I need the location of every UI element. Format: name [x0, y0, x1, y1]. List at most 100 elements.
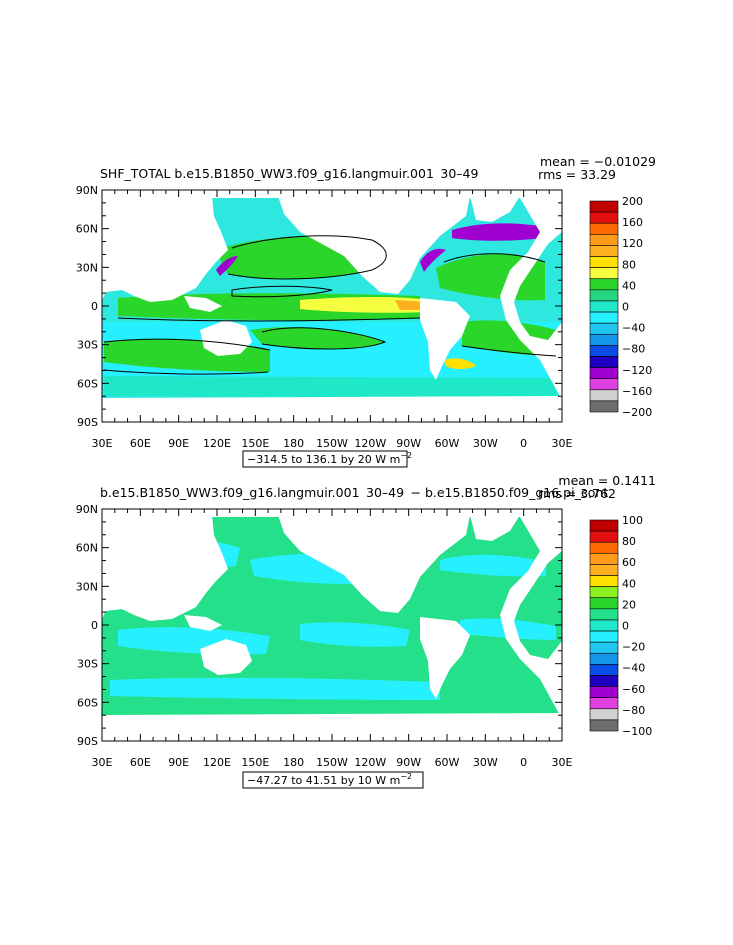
colorbar-swatch [589, 400, 619, 413]
agulhas-yellow [444, 358, 476, 369]
contours [103, 235, 557, 375]
colorbar-label: 60 [622, 556, 636, 569]
y-tick-label: 60N [76, 223, 98, 236]
panel2-map [102, 509, 562, 741]
panel2-mean: mean = 0.1411 [558, 473, 656, 488]
high-lat-south [104, 376, 556, 398]
panel1-map [102, 190, 562, 422]
x-tick-label: 30W [473, 437, 498, 450]
cyan-patch [300, 622, 410, 647]
colorbar-label: 200 [622, 195, 643, 208]
colorbar-swatch [589, 322, 619, 335]
colorbar-label: 120 [622, 237, 643, 250]
x-tick-label: 150W [316, 756, 348, 769]
x-tick-label: 30W [473, 756, 498, 769]
contour-line [231, 285, 333, 298]
colorbar-swatch [589, 652, 619, 665]
colorbar-label: 40 [622, 577, 636, 590]
panel1-colorbar: 200 160 120 80 40 0 −40 −80 −120 −160 −200 [589, 195, 652, 419]
y-tick-label: 0 [91, 619, 98, 632]
colorbar-label: −100 [622, 725, 652, 738]
colorbar-label: 100 [622, 514, 643, 527]
panel1-rms: rms = 33.29 [538, 167, 616, 182]
panel1-range-box [242, 450, 408, 468]
x-tick-label: 60W [435, 756, 460, 769]
colorbar-label: 80 [622, 258, 636, 271]
contour-line [261, 327, 387, 350]
colorbar-swatch [589, 256, 619, 268]
x-tick-label: 0 [520, 756, 527, 769]
colorbar-label: −200 [622, 406, 652, 419]
colorbar-swatch [589, 686, 619, 698]
colorbar-swatch [589, 222, 619, 235]
x-tick-label: 180 [283, 437, 304, 450]
land-australia [200, 320, 252, 356]
colorbar-swatch [589, 200, 619, 213]
panel2-title: b.e15.B1850_WW3.f09_g16.langmuir.001 30–… [100, 485, 608, 500]
colorbar-swatch [589, 541, 619, 554]
land-australia [200, 639, 252, 675]
x-tick-label: 90E [168, 756, 189, 769]
colorbar-swatch [589, 719, 619, 732]
colorbar-swatch [589, 356, 619, 368]
panel1-range-text: −314.5 to 136.1 by 20 W m−2 [247, 451, 412, 466]
y-tick-label: 0 [91, 300, 98, 313]
x-tick-label: 90W [396, 756, 421, 769]
kuroshio-purple [216, 256, 238, 276]
panel-difference: b.e15.B1850_WW3.f09_g16.langmuir.001 30–… [76, 473, 656, 789]
colorbar-label: −80 [622, 704, 645, 717]
colorbar-swatch [589, 708, 619, 721]
y-tick-label: 90N [76, 184, 98, 197]
colorbar-swatch [589, 575, 619, 587]
colorbar-swatch [589, 300, 619, 313]
colorbar-label: 80 [622, 535, 636, 548]
panel1-ticks [101, 189, 563, 423]
cyan-patch [110, 677, 440, 700]
y-tick-label: 30S [77, 658, 98, 671]
x-tick-label: 60W [435, 437, 460, 450]
contour-line [443, 253, 546, 263]
colorbar-label: −40 [622, 322, 645, 335]
colorbar-swatch [589, 378, 619, 391]
colorbar-swatch [589, 333, 619, 346]
panel1-y-tick-labels: 90N 60N 30N 0 30S 60S 90S [76, 184, 98, 429]
panel2-colorbar: 100 80 60 40 20 0 −20 −40 −60 −80 −100 [589, 514, 652, 738]
contour-line [103, 369, 269, 375]
colorbar-label: −60 [622, 683, 645, 696]
y-tick-label: 30N [76, 261, 98, 274]
land-eurasia-africa [102, 515, 228, 621]
colorbar-swatch [589, 597, 619, 610]
colorbar-swatch [589, 619, 619, 632]
colorbar-swatch [589, 586, 619, 599]
x-tick-label: 150E [241, 437, 269, 450]
colorbar-swatch [589, 564, 619, 576]
contour-line [103, 338, 271, 351]
contour-line [227, 235, 387, 280]
colorbar-swatch [589, 641, 619, 654]
colorbar-swatch [589, 519, 619, 532]
colorbar-label: −80 [622, 343, 645, 356]
x-tick-label: 150E [241, 756, 269, 769]
colorbar-label: −120 [622, 364, 652, 377]
land-north-america [278, 515, 470, 613]
y-tick-label: 90S [77, 416, 98, 429]
colorbar-swatch [589, 245, 619, 257]
land-north-america [278, 196, 470, 294]
land-indonesia [184, 296, 222, 312]
land-europe [500, 517, 562, 719]
x-tick-label: 120E [203, 437, 231, 450]
x-tick-label: 60E [130, 756, 151, 769]
x-tick-label: 150W [316, 437, 348, 450]
panel2-range-text: −47.27 to 41.51 by 10 W m−2 [247, 772, 412, 787]
y-tick-label: 60N [76, 542, 98, 555]
colorbar-swatch [589, 697, 619, 710]
y-tick-label: 60S [77, 377, 98, 390]
land-south-america [420, 617, 470, 699]
colorbar-swatch [589, 211, 619, 224]
panel1-mean: mean = −0.01029 [540, 154, 656, 169]
y-tick-label: 90N [76, 503, 98, 516]
x-tick-label: 30E [92, 437, 113, 450]
colorbar-swatch [589, 389, 619, 402]
panel1-x-tick-labels: 30E 60E 90E 120E 150E 180 150W 120W 90W 60W 30W 0 30… [92, 437, 573, 450]
